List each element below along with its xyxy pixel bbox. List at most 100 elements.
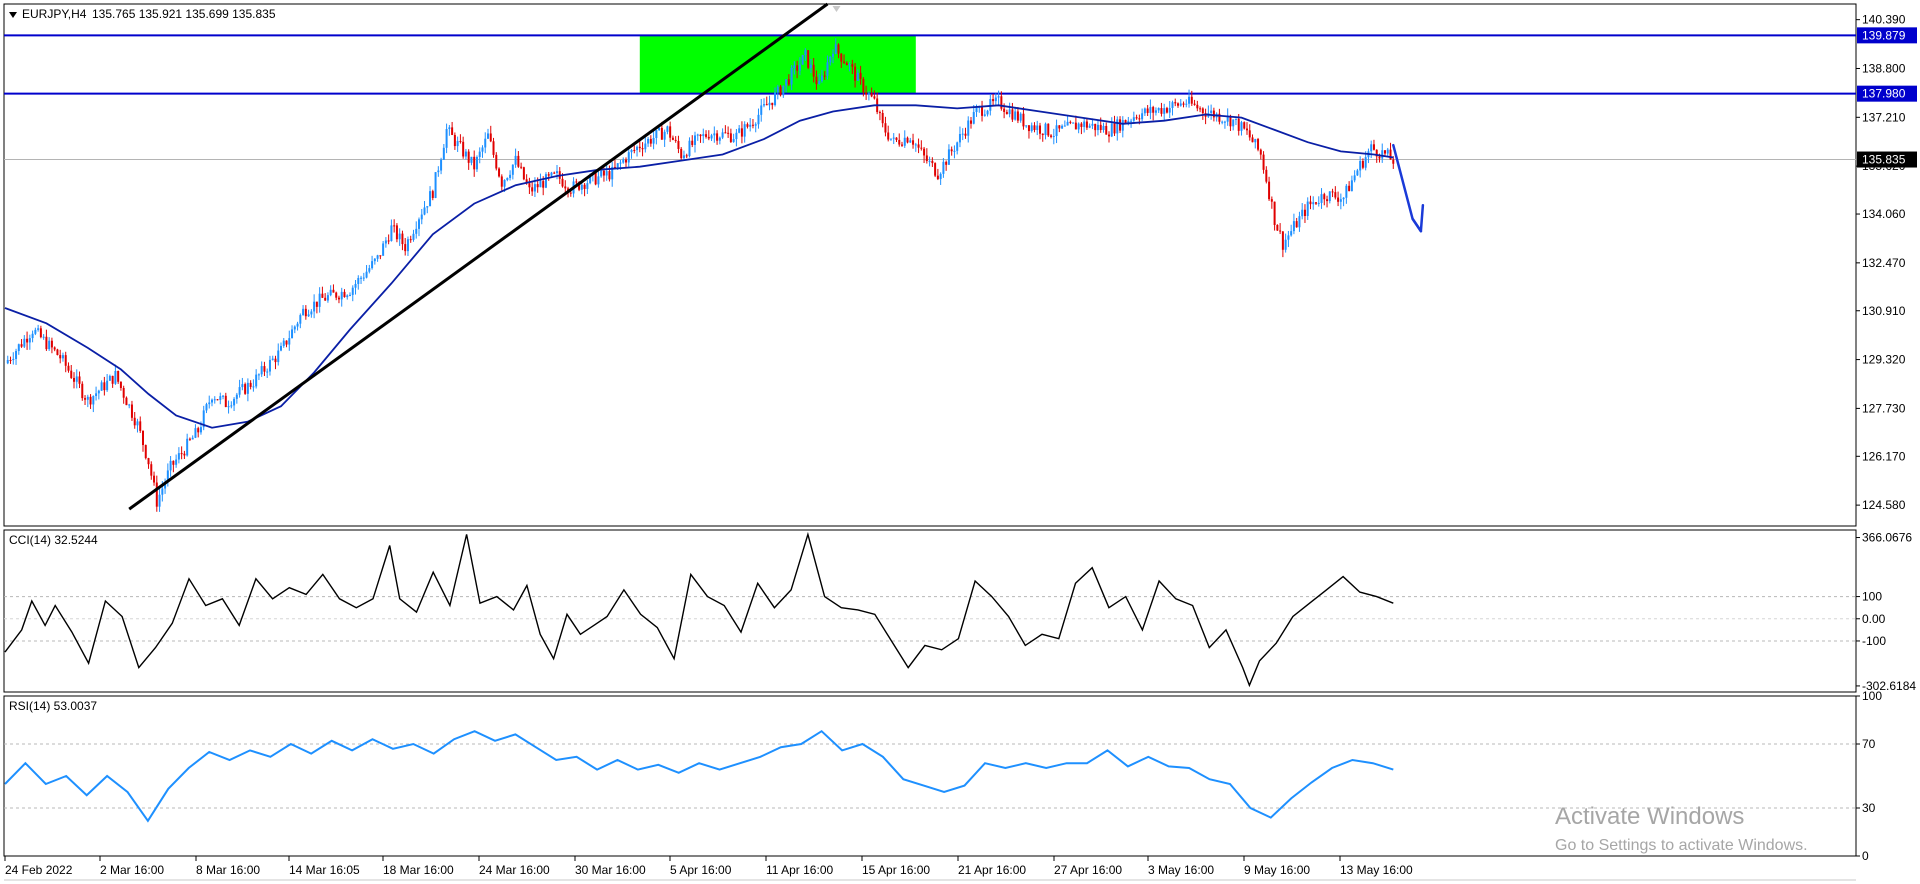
candle-body [1000,96,1003,109]
candle-body [873,96,876,99]
chevron-down-icon[interactable] [9,12,17,18]
y-tick-label: -100 [1862,634,1886,648]
candle-body [169,460,172,471]
candle-body [517,155,520,167]
y-tick-label: 124.580 [1862,498,1906,512]
candle-body [942,161,945,174]
candle-body [751,124,754,126]
candle-body [553,172,556,174]
candle-body [763,104,765,106]
candle-body [522,167,525,180]
candle-body [241,384,244,388]
candle-body [1361,161,1364,168]
candle-body [1179,103,1182,106]
candle-body [1315,202,1317,204]
candle-body [335,292,338,298]
candle-body [387,240,390,242]
candle-body [569,192,572,194]
candle-body [164,482,167,489]
candle-body [260,366,263,375]
x-tick-label: 13 May 16:00 [1340,863,1413,877]
candle-body [533,184,536,192]
cci-line [4,531,1394,688]
candle-body [509,174,512,178]
candle-body [166,470,169,483]
candle-body [150,464,153,476]
price-label-box [1857,151,1917,168]
candle-body [304,308,307,317]
x-tick-label: 8 Mar 16:00 [196,863,260,877]
candle-body [1389,149,1392,160]
rsi-title: RSI(14) 53.0037 [9,699,97,713]
candle-body [401,233,404,245]
candle-body [53,347,56,350]
candle-body [136,421,139,426]
candle-body [660,127,663,140]
candle-body [1229,115,1232,127]
candle-body [961,133,964,135]
candle-body [688,140,691,157]
candle-body [475,157,478,170]
candle-body [199,427,202,433]
candle-body [503,180,506,187]
candle-body [1298,216,1301,228]
candle-body [495,154,498,169]
candle-body [647,138,650,144]
candle-body [867,93,870,95]
candle-body [117,370,120,382]
candle-body [815,76,818,85]
candle-body [78,376,81,384]
watermark-line2: Go to Settings to activate Windows. [1555,837,1808,854]
x-tick-label: 5 Apr 16:00 [670,863,732,877]
moving-average-layer [4,104,1394,429]
candle-body [23,338,26,347]
candle-body [605,171,608,176]
candle-body [1030,125,1033,132]
candle-body [1353,175,1356,181]
candle-body [147,458,150,465]
candle-body [1008,109,1011,115]
candle-body [1146,108,1149,113]
y-tick-label: 70 [1862,737,1876,751]
watermark-line1: Activate Windows [1555,803,1745,830]
candle-body [801,55,804,65]
supply-zone[interactable] [639,35,916,94]
y-tick-label: 100 [1862,689,1882,703]
candle-body [1185,103,1188,105]
candle-body [1036,125,1039,131]
candle-body [1221,121,1224,123]
candle-body [64,355,67,366]
candle-body [31,333,34,339]
candle-body [1378,156,1381,159]
candle-body [1116,119,1119,134]
candle-body [191,437,194,440]
candle-body [1254,139,1257,143]
candle-body [12,358,15,361]
candle-body [1088,125,1091,128]
candle-body [17,344,20,351]
candle-body [674,139,677,141]
candle-body [1359,161,1362,171]
candle-body [707,136,710,139]
level-label-box [1857,85,1917,102]
candle-body [889,138,892,140]
candle-body [423,207,426,215]
x-tick-label: 18 Mar 16:00 [383,863,454,877]
candle-body [856,72,859,81]
candle-body [1055,125,1058,137]
candle-body [878,112,881,114]
candle-body [48,340,51,350]
candle-body [453,134,456,147]
candle-body [67,365,70,371]
shift-marker-icon[interactable] [832,6,841,12]
candle-body [947,149,950,165]
candle-body [1127,120,1130,124]
candle-body [506,177,509,181]
candle-body [326,295,329,301]
candle-body [920,147,923,149]
candle-body [219,396,222,400]
cci-pane-frame [3,529,1857,693]
candle-body [997,96,1000,98]
trendline[interactable] [128,2,829,511]
rsi-y-axis: 100 70 30 0 [1856,689,1882,863]
